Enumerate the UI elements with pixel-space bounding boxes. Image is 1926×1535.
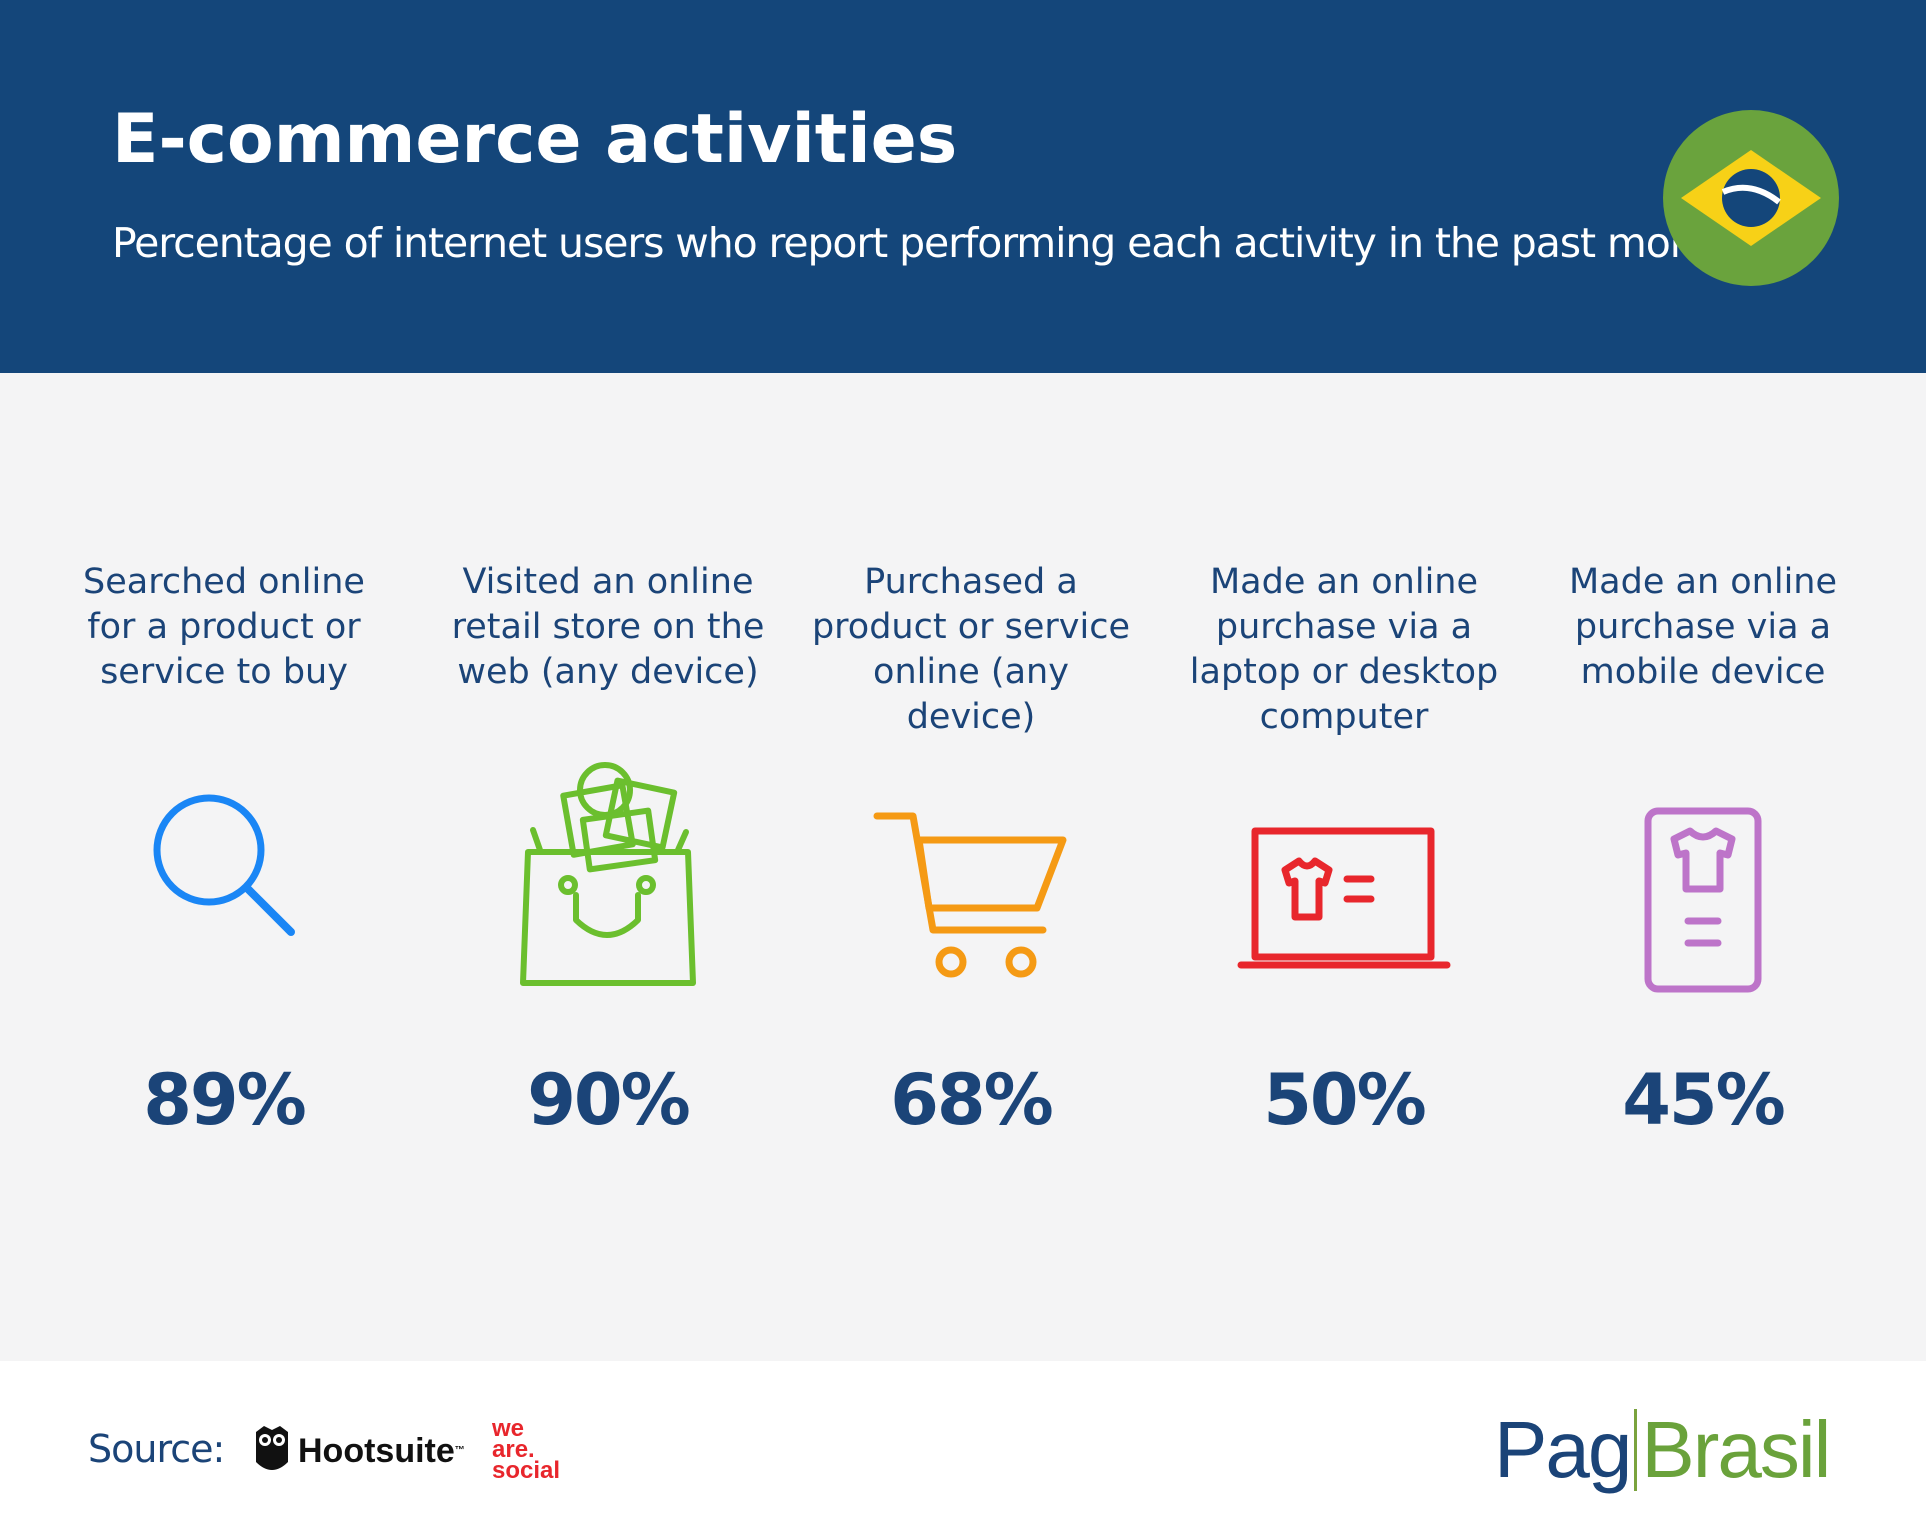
activity-value: 68% — [890, 1059, 1054, 1141]
search-icon — [153, 794, 295, 936]
page-subtitle: Percentage of internet users who report … — [112, 219, 1736, 267]
activity-value: 90% — [527, 1059, 691, 1141]
footer — [0, 1361, 1926, 1535]
hootsuite-logo: Hootsuite™ — [298, 1432, 465, 1470]
activity-label: Made an online purchase via a mobile dev… — [1568, 562, 1838, 692]
brazil-flag-icon — [1663, 110, 1839, 286]
source-label: Source: — [88, 1427, 225, 1471]
activity-label: Made an online purchase via a laptop or … — [1189, 562, 1499, 737]
activity-value: 50% — [1263, 1059, 1427, 1141]
activity-value: 45% — [1622, 1059, 1786, 1141]
hootsuite-owl-icon — [256, 1426, 288, 1470]
shopping-cart-icon — [873, 812, 1067, 978]
header-banner: E-commerce activities Percentage of inte… — [0, 0, 1926, 373]
activity-card-store: Visited an online retail store on the we… — [448, 560, 768, 1140]
shopping-bag-icon — [520, 762, 696, 986]
activity-label: Searched online for a product or service… — [83, 562, 365, 692]
content-area — [0, 373, 1926, 1361]
activity-card-mobile: Made an online purchase via a mobile dev… — [1543, 560, 1863, 1140]
activity-label: Visited an online retail store on the we… — [451, 562, 765, 692]
activity-card-search: Searched online for a product or service… — [64, 560, 384, 1140]
activity-card-laptop: Made an online purchase via a laptop or … — [1184, 560, 1504, 1140]
mobile-device-icon — [1644, 807, 1762, 993]
activity-card-purchase: Purchased a product or service online (a… — [811, 560, 1131, 1140]
pagbrasil-logo: Pag Brasil — [1494, 1405, 1831, 1494]
we-are-social-logo: we are. social — [492, 1415, 561, 1484]
laptop-icon — [1237, 827, 1451, 969]
activity-label: Purchased a product or service online (a… — [811, 562, 1131, 737]
page-title: E-commerce activities — [112, 100, 958, 179]
activity-value: 89% — [143, 1059, 307, 1141]
